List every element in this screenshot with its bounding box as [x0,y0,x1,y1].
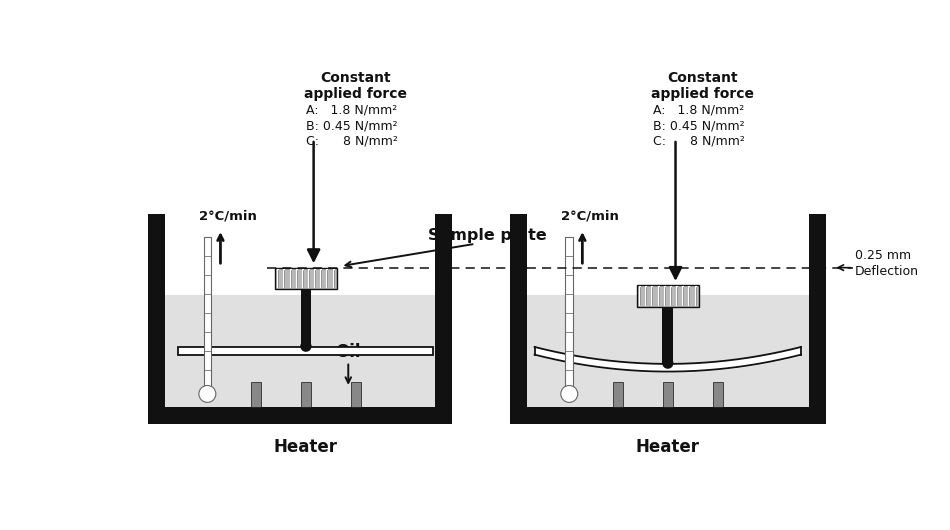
Text: A:   1.8 N/mm²: A: 1.8 N/mm² [307,104,398,117]
Bar [165,295,435,407]
Bar [301,382,311,407]
Bar [637,285,698,307]
Text: C:      8 N/mm²: C: 8 N/mm² [306,135,398,147]
Text: 2°C/min: 2°C/min [200,210,257,223]
Text: applied force: applied force [304,87,408,101]
Bar [165,214,435,295]
Bar [300,289,312,347]
Text: A:   1.8 N/mm²: A: 1.8 N/mm² [653,104,744,117]
Bar [179,347,433,355]
Text: applied force: applied force [651,87,754,101]
Text: Constant: Constant [321,72,391,85]
Circle shape [662,357,674,369]
Bar [565,237,573,390]
Text: Constant: Constant [667,72,738,85]
Text: Oil: Oil [335,343,361,361]
Text: Heater: Heater [274,438,338,456]
Bar [148,214,165,424]
Bar [435,214,452,424]
Text: Heater: Heater [636,438,700,456]
Bar [148,407,452,424]
Bar [351,382,361,407]
Bar [662,307,674,364]
Circle shape [199,385,216,402]
Circle shape [560,385,578,402]
Bar [712,382,723,407]
Circle shape [300,341,312,352]
Bar [251,382,261,407]
Bar [527,214,808,295]
Bar [663,382,673,407]
Bar [276,268,336,289]
Text: C:      8 N/mm²: C: 8 N/mm² [653,135,745,147]
Bar [510,214,527,424]
Bar [527,295,808,407]
Text: B: 0.45 N/mm²: B: 0.45 N/mm² [306,119,398,132]
Text: 2°C/min: 2°C/min [561,210,619,223]
Bar [203,237,211,390]
Bar [808,214,826,424]
Text: B: 0.45 N/mm²: B: 0.45 N/mm² [653,119,745,132]
Text: 0.25 mm
Deflection: 0.25 mm Deflection [855,249,919,278]
Text: Sample plate: Sample plate [428,228,546,243]
Bar [510,407,826,424]
Bar [613,382,623,407]
